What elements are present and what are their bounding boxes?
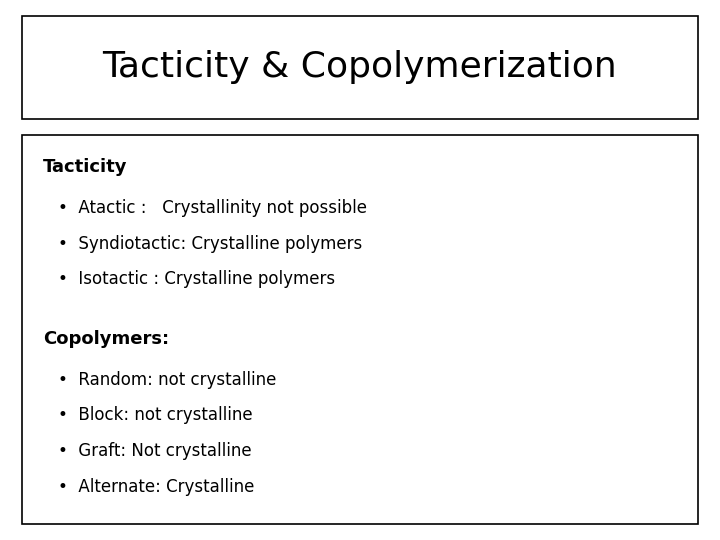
Text: Tacticity: Tacticity [43,158,127,177]
Text: •  Graft: Not crystalline: • Graft: Not crystalline [58,442,251,460]
Text: •  Random: not crystalline: • Random: not crystalline [58,370,276,389]
Text: Copolymers:: Copolymers: [43,330,169,348]
Text: •  Atactic :   Crystallinity not possible: • Atactic : Crystallinity not possible [58,199,366,217]
FancyBboxPatch shape [22,135,698,524]
FancyBboxPatch shape [22,16,698,119]
Text: Tacticity & Copolymerization: Tacticity & Copolymerization [103,51,617,84]
Text: •  Isotactic : Crystalline polymers: • Isotactic : Crystalline polymers [58,270,335,288]
Text: •  Alternate: Crystalline: • Alternate: Crystalline [58,477,254,496]
Text: •  Block: not crystalline: • Block: not crystalline [58,406,252,424]
Text: •  Syndiotactic: Crystalline polymers: • Syndiotactic: Crystalline polymers [58,234,362,253]
